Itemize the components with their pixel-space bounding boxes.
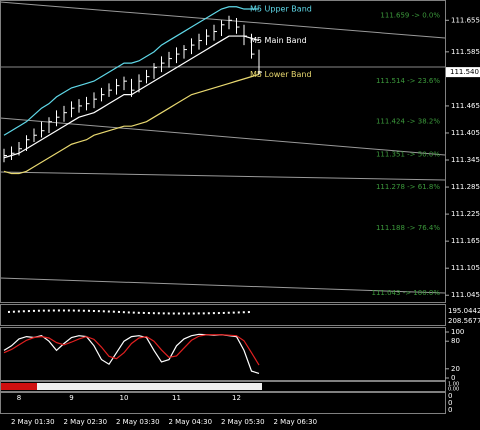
x-upper-label: 9	[69, 394, 73, 402]
x-tick-label: 2 May 02:30	[64, 418, 108, 426]
band-label: M5 Lower Band	[250, 70, 312, 79]
y-tick-label: 111.405	[451, 129, 480, 137]
current-price-label: 111.540	[450, 68, 479, 76]
block-white	[37, 383, 262, 390]
trend-line	[0, 1, 446, 39]
y-tick-label: 100	[451, 328, 464, 336]
y-tick-label: 111.285	[451, 183, 480, 191]
y-tick-label: 111.105	[451, 264, 480, 272]
x-upper-label: 10	[120, 394, 129, 402]
indicator-label: 0.00	[448, 387, 459, 393]
fib-label: 111.351 -> 50.0%	[376, 150, 440, 158]
fib-label: 111.424 -> 38.2%	[376, 117, 440, 125]
main-panel	[0, 0, 446, 303]
x-upper-label: 12	[232, 394, 241, 402]
indicator-panel	[0, 381, 446, 392]
x-upper-label: 11	[172, 394, 181, 402]
indicator-panel	[0, 304, 446, 326]
y-tick-label: 111.165	[451, 237, 480, 245]
fib-label: 111.043 -> 100.0%	[372, 289, 441, 297]
indicator-label: 0	[448, 406, 452, 414]
indicator-label: 0	[448, 399, 452, 407]
x-tick-label: 2 May 03:30	[116, 418, 160, 426]
block-indicator	[1, 383, 262, 390]
block-red	[1, 383, 37, 390]
panel-frames	[0, 0, 446, 414]
y-tick-label: 111.225	[451, 210, 480, 218]
y-tick-label: 0	[451, 374, 455, 382]
trend-lines	[0, 1, 446, 294]
y-tick-label: 111.655	[451, 16, 480, 24]
y-tick-label: 111.045	[451, 291, 480, 299]
indicator-label: 195.0442	[448, 307, 480, 315]
stochastic-line	[3, 334, 260, 366]
x-tick-label: 2 May 06:30	[274, 418, 318, 426]
fib-label: 111.188 -> 76.4%	[376, 224, 440, 232]
y-tick-label: 111.345	[451, 156, 480, 164]
y-tick-label: 20	[451, 365, 460, 373]
y-tick-label: 111.585	[451, 48, 480, 56]
x-tick-label: 2 May 05:30	[221, 418, 265, 426]
indicator-label: 208.5677	[448, 317, 480, 325]
trend-line	[0, 277, 446, 294]
indicator-label: 1.00	[448, 382, 459, 388]
y-tick-label: 80	[451, 337, 460, 345]
trend-line	[0, 117, 446, 156]
trend-line	[0, 171, 446, 181]
band-label: M5 Upper Band	[250, 5, 312, 14]
stochastic-panel	[0, 327, 446, 381]
y-tick-label: 111.465	[451, 102, 480, 110]
indicator-label: 0	[448, 392, 452, 400]
x-tick-label: 2 May 01:30	[11, 418, 55, 426]
fib-label: 111.514 -> 23.6%	[376, 77, 440, 85]
band-line	[3, 6, 259, 136]
current-price-box	[446, 67, 480, 78]
x-tick-label: 2 May 04:30	[169, 418, 213, 426]
indicator-panel	[0, 392, 446, 414]
fib-label: 111.278 -> 61.8%	[376, 183, 440, 191]
x-upper-label: 8	[17, 394, 21, 402]
fib-label: 111.659 -> 0.0%	[380, 11, 440, 19]
band-label: M5 Main Band	[250, 36, 307, 45]
band-line	[3, 73, 260, 175]
